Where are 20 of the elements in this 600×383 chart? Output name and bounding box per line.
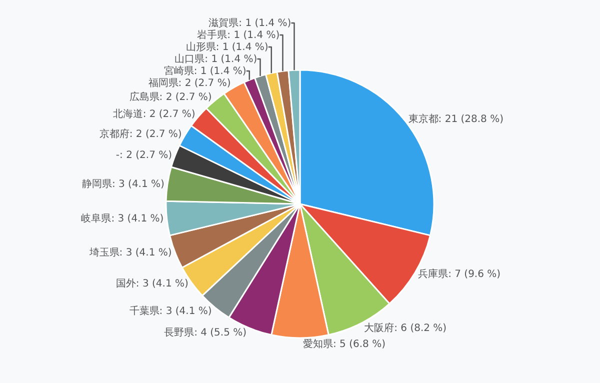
slice-label: 東京都: 21 (28.8 %) — [408, 112, 504, 125]
slice-label: 北海道: 2 (2.7 %) — [112, 108, 196, 120]
slice-label: 岩手県: 1 (1.4 %) — [197, 28, 280, 41]
slice-label: 静岡県: 3 (4.1 %) — [82, 178, 165, 190]
slice-label: 大阪府: 6 (8.2 %) — [364, 322, 447, 334]
slice-label: 兵庫県: 7 (9.6 %) — [418, 268, 501, 280]
slice-label: 山口県: 1 (1.4 %) — [174, 52, 258, 65]
slice-label: 京都府: 2 (2.7 %) — [99, 128, 182, 140]
slice-label: 愛知県: 5 (6.8 %) — [303, 338, 386, 350]
slice-label: 宮崎県: 1 (1.4 %) — [164, 64, 246, 77]
slice-label: 滋賀県: 1 (1.4 %) — [208, 16, 292, 29]
slice-label: 千葉県: 3 (4.1 %) — [129, 305, 212, 318]
slice-label: 広島県: 2 (2.7 %) — [129, 90, 212, 103]
slice-label: 国外: 3 (4.1 %) — [116, 278, 189, 290]
slice-label: 山形県: 1 (1.4 %) — [186, 40, 268, 53]
slice-label: 岐阜県: 3 (4.1 %) — [81, 212, 164, 224]
slice-label: 福岡県: 2 (2.7 %) — [148, 76, 231, 89]
slice-label: 埼玉県: 3 (4.1 %) — [88, 246, 172, 259]
slice-label: 長野県: 4 (5.5 %) — [164, 327, 247, 338]
slice-label: -: 2 (2.7 %) — [116, 150, 172, 161]
